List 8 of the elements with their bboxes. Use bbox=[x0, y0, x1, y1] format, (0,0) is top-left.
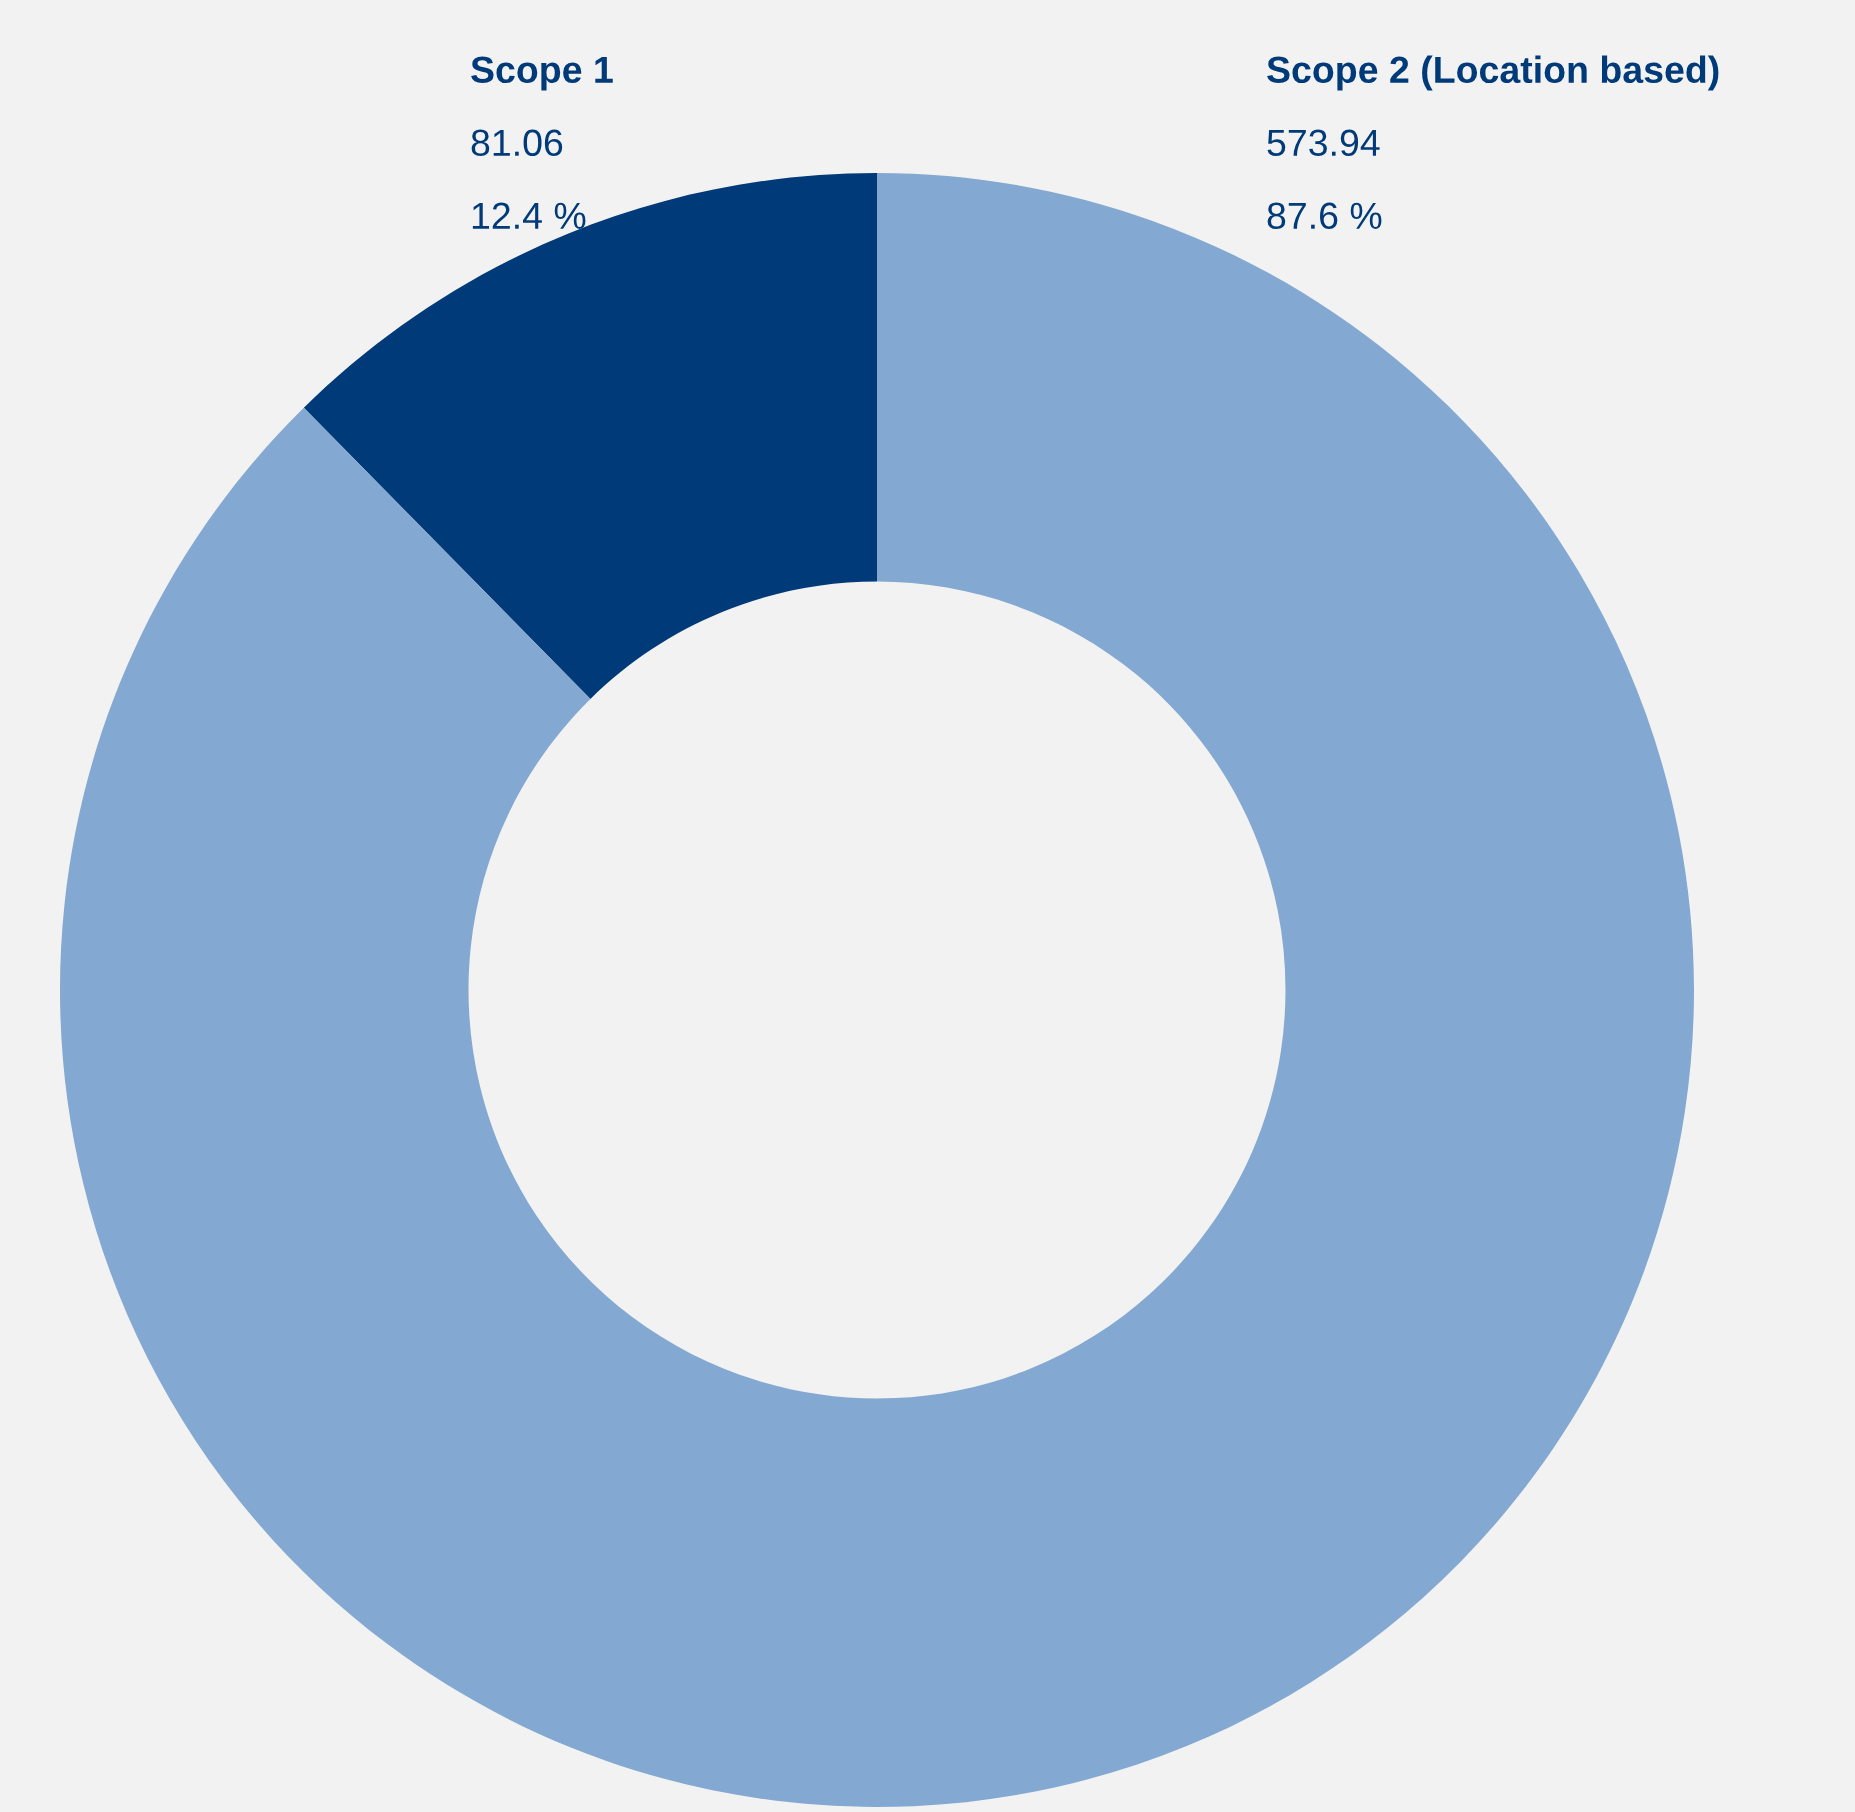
text: 12.4 % bbox=[472, 202, 586, 229]
slice-label: Scope 1 bbox=[471, 56, 613, 91]
data-label: 81.06 bbox=[471, 129, 563, 157]
slice-label: Scope 2 (Location based) bbox=[1267, 55, 1719, 91]
data-label: 573.94 bbox=[1267, 129, 1380, 157]
text: 87.6 % bbox=[1267, 202, 1382, 230]
donut-slice bbox=[60, 173, 1694, 1807]
donut-slice bbox=[303, 173, 877, 699]
